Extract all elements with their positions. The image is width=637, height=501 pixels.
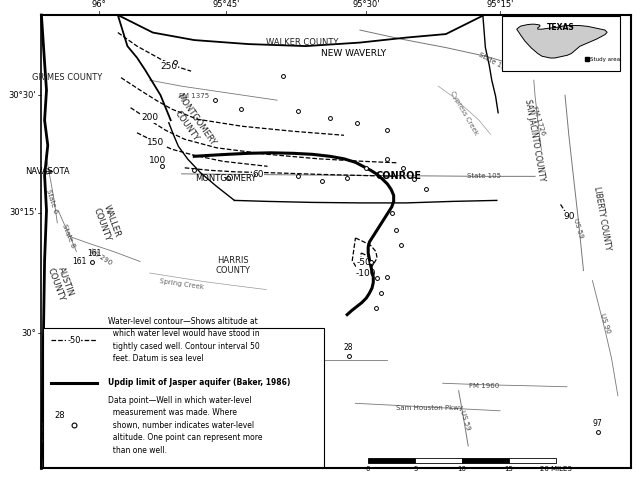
Text: 96°: 96° (91, 0, 106, 9)
Text: CONROE: CONROE (375, 171, 421, 181)
Text: US 290: US 290 (89, 247, 113, 266)
Text: FM 1375: FM 1375 (179, 93, 210, 99)
Text: 60: 60 (252, 170, 264, 179)
Text: FM 1960: FM 1960 (227, 357, 257, 363)
Text: US 90: US 90 (599, 312, 612, 334)
Text: 30°15': 30°15' (9, 208, 36, 217)
Text: 0: 0 (366, 466, 371, 472)
Text: 28: 28 (54, 411, 65, 420)
Text: RIVER: RIVER (42, 419, 51, 442)
Text: AUSTIN
COUNTY: AUSTIN COUNTY (45, 264, 76, 303)
Text: TEXAS: TEXAS (547, 23, 575, 32)
Text: MONTGOMERY: MONTGOMERY (196, 174, 257, 183)
Text: 161: 161 (73, 257, 87, 266)
Text: State 8: State 8 (61, 223, 76, 248)
Text: 28: 28 (344, 343, 354, 352)
Text: 90: 90 (563, 212, 575, 221)
Text: WALKER COUNTY: WALKER COUNTY (266, 38, 339, 47)
Text: 200: 200 (141, 113, 158, 122)
Text: -100: -100 (356, 269, 376, 278)
Text: 40: 40 (268, 333, 277, 342)
Text: NAVASOTA: NAVASOTA (25, 167, 70, 176)
Text: 20 MILES: 20 MILES (540, 466, 572, 472)
Text: 30°30': 30°30' (9, 91, 36, 100)
Text: 161: 161 (87, 248, 102, 258)
Bar (368, 458, 415, 463)
Text: 10: 10 (457, 466, 467, 472)
Text: 250: 250 (161, 62, 177, 71)
Text: WALLER
COUNTY: WALLER COUNTY (92, 203, 122, 242)
Text: Spring Creek: Spring Creek (159, 279, 204, 291)
Text: -50: -50 (67, 336, 81, 345)
Text: NEW WAVERLY: NEW WAVERLY (321, 49, 386, 58)
Text: SAN JACINTO COUNTY: SAN JACINTO COUNTY (524, 99, 547, 182)
Text: HARRIS
COUNTY: HARRIS COUNTY (215, 256, 250, 275)
Text: State 105: State 105 (467, 173, 501, 179)
Text: Sam Houston Pkwy: Sam Houston Pkwy (396, 405, 464, 411)
Bar (462, 458, 509, 463)
Text: Cypress Creek: Cypress Creek (448, 90, 479, 136)
Text: FM 1726: FM 1726 (531, 105, 546, 135)
Text: LIBERTY COUNTY: LIBERTY COUNTY (592, 185, 612, 250)
Text: Updip limit of Jasper aquifer (Baker, 1986): Updip limit of Jasper aquifer (Baker, 19… (108, 378, 290, 387)
Text: 95°15': 95°15' (487, 0, 513, 9)
Bar (509, 458, 556, 463)
Text: 150: 150 (147, 138, 165, 147)
Polygon shape (517, 24, 607, 58)
Bar (502, 16, 620, 71)
Text: -50: -50 (357, 258, 372, 267)
Text: 95°30': 95°30' (352, 0, 380, 9)
Bar (43, 328, 324, 467)
Text: 97: 97 (592, 419, 602, 428)
Text: 15: 15 (505, 466, 513, 472)
Text: US 59: US 59 (459, 409, 471, 430)
Bar (415, 458, 462, 463)
Text: 95°45': 95°45' (213, 0, 240, 9)
Text: State 150: State 150 (477, 52, 510, 73)
Text: US 59: US 59 (573, 217, 584, 238)
Text: GRIMES COUNTY: GRIMES COUNTY (32, 73, 102, 82)
Text: 28: 28 (83, 359, 92, 368)
Text: Data point—Well in which water-level
  measurement was made. Where
  shown, numb: Data point—Well in which water-level mea… (108, 396, 263, 455)
Text: Study area: Study area (590, 57, 620, 62)
Text: 5: 5 (413, 466, 417, 472)
Text: 30°: 30° (22, 329, 36, 338)
Text: MONTGOMERY
COUNTY: MONTGOMERY COUNTY (166, 92, 217, 153)
Text: 100: 100 (149, 156, 167, 165)
Text: State 6: State 6 (45, 188, 59, 214)
Text: Water-level contour—Shows altitude at
  which water level would have stood in
  : Water-level contour—Shows altitude at wh… (108, 317, 260, 363)
Text: FM 1960: FM 1960 (469, 383, 499, 389)
